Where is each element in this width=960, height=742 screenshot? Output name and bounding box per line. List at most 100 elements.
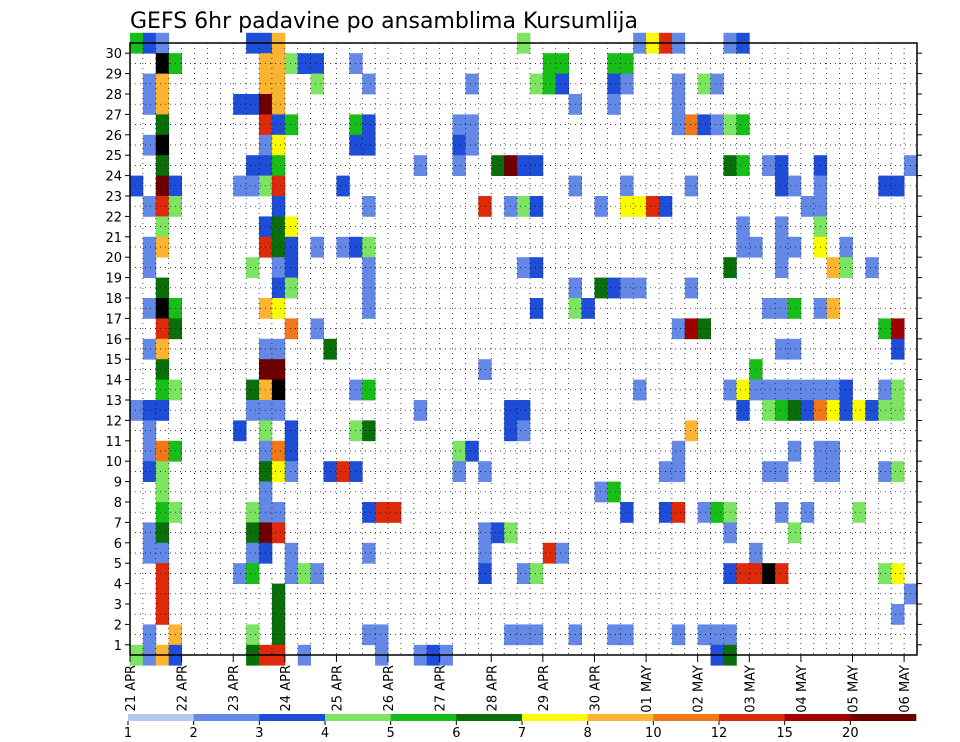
- y-tick-label: 12: [105, 414, 122, 429]
- y-tick-label: 23: [105, 190, 122, 205]
- heatmap-cell: [284, 277, 299, 299]
- heatmap-cell: [233, 420, 247, 442]
- x-tick-label: 27 APR: [434, 665, 449, 711]
- heatmap-cell: [284, 420, 299, 442]
- plot-frame: [129, 42, 918, 656]
- heatmap-cell: [246, 94, 260, 115]
- heatmap-cell: [155, 338, 170, 360]
- heatmap-cell: [517, 257, 531, 278]
- heatmap-cell: [284, 542, 299, 564]
- heatmap-cell: [671, 624, 686, 646]
- heatmap-cell: [142, 196, 157, 217]
- y-tick-label: 14: [105, 374, 122, 389]
- heatmap-cell: [271, 114, 286, 136]
- heatmap-cell: [775, 236, 789, 258]
- y-tick-label: 11: [105, 435, 122, 450]
- heatmap-cell: [478, 461, 492, 482]
- heatmap-cell: [787, 338, 802, 360]
- heatmap-cell: [800, 400, 815, 421]
- heatmap-cell: [878, 318, 892, 340]
- heatmap-cell: [839, 400, 853, 421]
- heatmap-cell: [529, 298, 544, 319]
- heatmap-cell: [465, 440, 479, 462]
- y-tick-label: 24: [105, 170, 122, 185]
- heatmap-cell: [671, 318, 686, 340]
- heatmap-cell: [762, 155, 776, 176]
- heatmap-cell: [155, 53, 170, 74]
- heatmap-cell: [775, 400, 789, 421]
- y-tick-label: 7: [114, 516, 122, 531]
- heatmap-cell: [271, 134, 286, 156]
- heatmap-cell: [233, 94, 247, 115]
- heatmap-cell: [155, 440, 170, 462]
- heatmap-cell: [671, 114, 686, 136]
- heatmap-cell: [555, 542, 570, 564]
- heatmap-cell: [775, 257, 789, 278]
- heatmap-cell: [787, 298, 802, 319]
- heatmap-cell: [762, 400, 776, 421]
- heatmap-cell: [388, 502, 402, 523]
- heatmap-cell: [362, 73, 376, 95]
- x-tick-label: 22 APR: [176, 665, 191, 711]
- x-tick-label: 25 APR: [330, 665, 345, 711]
- heatmap-cell: [142, 420, 157, 442]
- heatmap-cell: [710, 114, 724, 136]
- heatmap-cell: [155, 216, 170, 238]
- heatmap-cell: [671, 73, 686, 95]
- heatmap-cell: [775, 216, 789, 238]
- heatmap-cell: [142, 542, 157, 564]
- heatmap-cell: [155, 196, 170, 217]
- heatmap-cell: [620, 277, 634, 299]
- heatmap-cell: [284, 318, 299, 340]
- heatmap-cell: [271, 216, 286, 238]
- heatmap-cell: [142, 461, 157, 482]
- x-tick-label: 03 MAY: [743, 665, 758, 713]
- heatmap-cell: [826, 298, 840, 319]
- heatmap-cell: [155, 583, 170, 605]
- y-tick-label: 1: [114, 639, 122, 654]
- legend-swatch: [587, 714, 654, 721]
- heatmap-cell: [878, 379, 892, 401]
- heatmap-cell: [452, 114, 466, 136]
- heatmap-cell: [297, 53, 312, 74]
- x-tick-label: 23 APR: [227, 665, 242, 711]
- legend-swatch: [850, 714, 917, 721]
- heatmap-cell: [246, 175, 260, 197]
- y-tick-label: 28: [105, 88, 122, 103]
- heatmap-cell: [878, 461, 892, 482]
- heatmap-cell: [142, 73, 157, 95]
- heatmap-cell: [310, 73, 324, 95]
- heatmap-cell: [839, 257, 853, 278]
- heatmap-cell: [142, 298, 157, 319]
- heatmap-cell: [736, 400, 750, 421]
- heatmap-cell: [529, 563, 544, 584]
- heatmap-cell: [529, 155, 544, 176]
- heatmap-cell: [310, 53, 324, 74]
- heatmap-cell: [891, 461, 905, 482]
- y-axis: 1234567891011121314151617181920212223242…: [105, 47, 922, 654]
- y-tick-label: 18: [105, 292, 122, 307]
- heatmap-cell: [891, 563, 905, 584]
- heatmap-cell: [787, 175, 802, 197]
- heatmap-cell: [233, 563, 247, 584]
- legend-swatch: [784, 714, 851, 721]
- y-tick-label: 17: [105, 312, 122, 327]
- heatmap-cell: [852, 400, 866, 421]
- heatmap-cell: [284, 563, 299, 584]
- heatmap-cell: [697, 114, 711, 136]
- heatmap-cell: [271, 94, 286, 115]
- heatmap-cell: [362, 502, 376, 523]
- heatmap-cell: [684, 277, 699, 299]
- y-tick-label: 30: [105, 47, 122, 62]
- heatmap-cell: [620, 175, 634, 197]
- heatmap-cell: [284, 236, 299, 258]
- heatmap-cell: [310, 236, 324, 258]
- heatmap-cell: [271, 379, 286, 401]
- heatmap-cell: [555, 73, 570, 95]
- heatmap-cell: [594, 277, 608, 299]
- heatmap-cell: [542, 73, 557, 95]
- heatmap-cell: [555, 53, 570, 74]
- heatmap-cell: [142, 400, 157, 421]
- legend-swatch: [390, 714, 457, 721]
- heatmap-cell: [452, 134, 466, 156]
